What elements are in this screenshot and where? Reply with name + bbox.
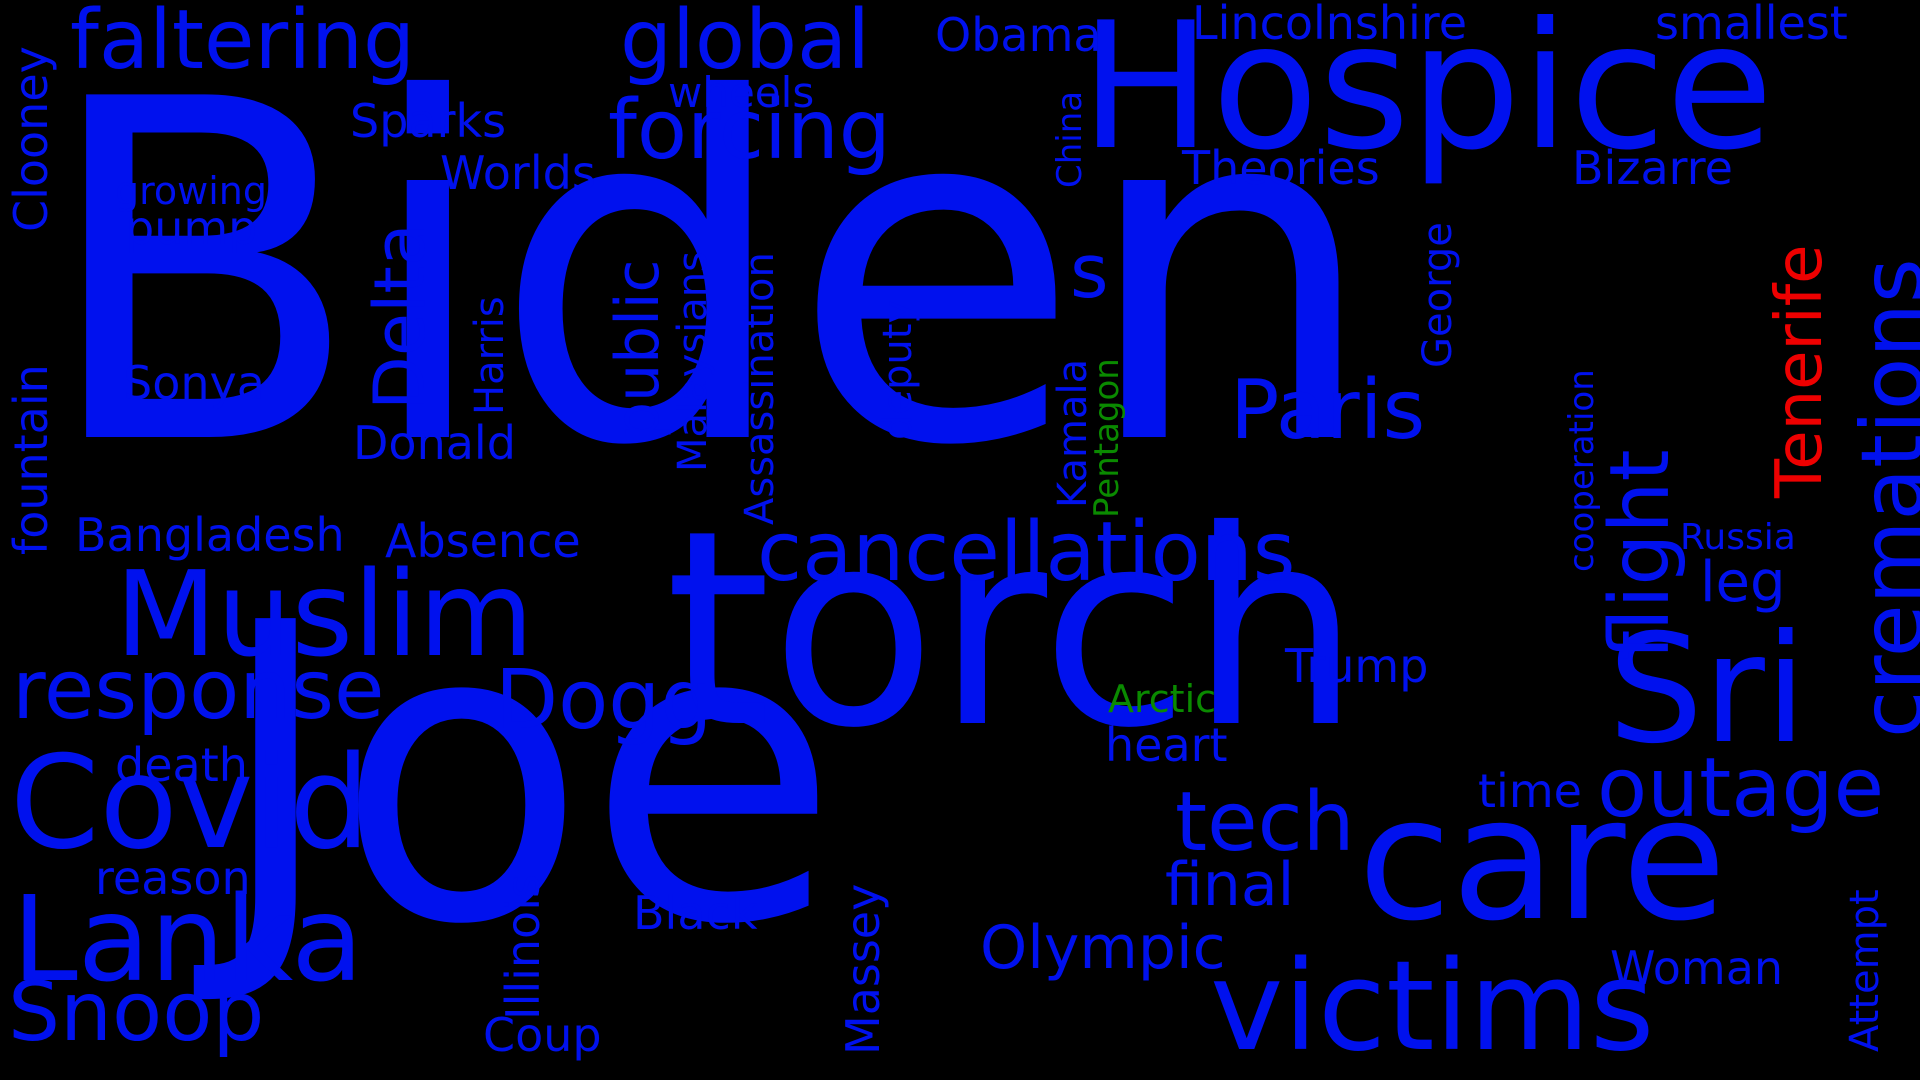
word-absence: Absence xyxy=(385,514,581,568)
word-bizarre: Bizarre xyxy=(1572,141,1733,195)
word-massey: Massey xyxy=(836,883,890,1055)
word-china: China xyxy=(1050,90,1090,188)
word-donald: Donald xyxy=(353,416,516,470)
word-joe: Joe xyxy=(215,536,840,1014)
word-outage: outage xyxy=(1597,741,1885,836)
word-pentagon: Pentagon xyxy=(1087,358,1127,518)
word-flight: flight xyxy=(1593,449,1688,660)
word-growing: growing xyxy=(115,169,267,213)
word-tech: tech xyxy=(1175,775,1355,870)
word-pump: pump xyxy=(125,201,258,255)
word-lanka: Lanka xyxy=(12,870,364,1008)
word-delta: Delta xyxy=(359,223,441,410)
word-cancellations: cancellations xyxy=(757,505,1296,600)
word-final: final xyxy=(1165,850,1295,920)
word-obama: Obama xyxy=(935,8,1102,62)
word-cooperation: cooperation xyxy=(1562,369,1602,572)
word-response: response xyxy=(12,643,385,738)
word-snoop: Snoop xyxy=(8,965,265,1060)
word-clooney: Clooney xyxy=(4,46,58,232)
word-olympic: Olympic xyxy=(980,913,1226,983)
word-cremations: cremations xyxy=(1843,258,1920,738)
word-assassination: Assassination xyxy=(737,252,783,525)
word-harris: Harris xyxy=(467,296,513,415)
word-sparks: Sparks xyxy=(350,94,507,148)
word-hospice: Hospice xyxy=(1080,0,1774,189)
word-arctic: Arctic xyxy=(1108,677,1217,721)
word-fountain: fountain xyxy=(4,364,58,555)
word-bangladesh: Bangladesh xyxy=(75,508,345,562)
word-leg: leg xyxy=(1700,550,1786,615)
word-woman: Woman xyxy=(1610,941,1784,995)
word-illinois: Illinois xyxy=(496,874,550,1020)
word-reason: reason xyxy=(95,851,251,905)
word-torch: torch xyxy=(665,472,1361,787)
word-public: public xyxy=(603,259,673,440)
word-black: Black xyxy=(633,886,758,940)
word-faltering: faltering xyxy=(70,0,416,88)
word-worlds: Worlds xyxy=(440,146,596,200)
word-s: s xyxy=(1070,229,1109,315)
word-forcing: forcing xyxy=(608,83,891,178)
word-russia: Russia xyxy=(1680,517,1796,558)
word-george: George xyxy=(1415,222,1461,368)
word-covid: Covid xyxy=(10,729,371,878)
word-global: global xyxy=(620,0,871,88)
word-lincolnshire: Lincolnshire xyxy=(1192,0,1468,50)
word-deputy: deputy xyxy=(875,299,921,440)
word-heart: heart xyxy=(1105,718,1228,772)
word-tenerife: Tenerife xyxy=(1763,244,1837,498)
word-sonya: Sonya xyxy=(123,356,265,410)
word-sri: Sri xyxy=(1608,603,1807,777)
word-dogg: Dogg xyxy=(495,653,713,748)
word-muslim: Muslim xyxy=(115,545,534,683)
word-paris: Paris xyxy=(1230,363,1426,458)
word-victims: victims xyxy=(1210,935,1655,1079)
word-time: time xyxy=(1478,764,1582,818)
word-attempt: Attempt xyxy=(1842,889,1888,1052)
word-theories: Theories xyxy=(1182,141,1380,195)
word-coup: Coup xyxy=(483,1008,602,1062)
word-wheels: wheels xyxy=(668,68,815,117)
word-death: death xyxy=(115,738,248,792)
word-smallest: smallest xyxy=(1655,0,1848,50)
word-malaysians: Malaysians xyxy=(670,251,716,472)
word-biden: Biden xyxy=(40,1,1379,548)
word-trump: Trump xyxy=(1285,639,1429,693)
word-care: care xyxy=(1358,761,1727,959)
